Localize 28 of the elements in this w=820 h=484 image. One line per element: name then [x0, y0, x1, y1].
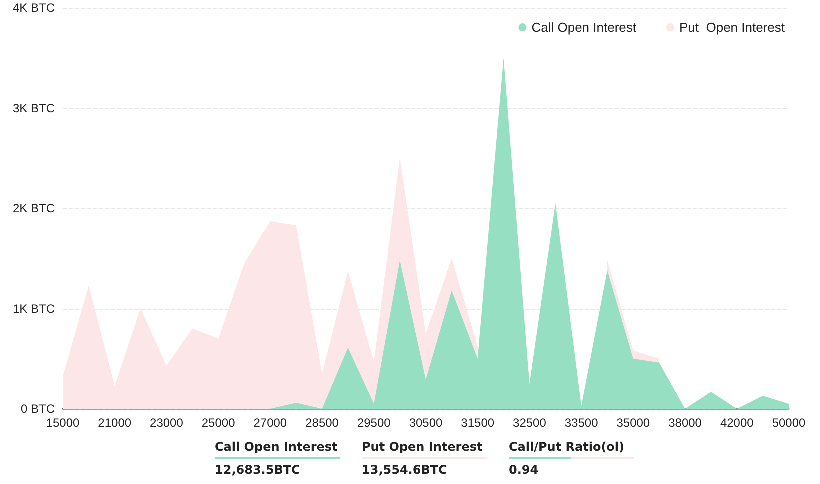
text: Call/Put Ratio(ol) — [509, 440, 634, 459]
x-tick-label: 27000 — [254, 416, 288, 430]
text: 13,554.6BTC — [362, 462, 448, 477]
x-tick-label: 30500 — [409, 416, 444, 430]
x-tick-label: 21000 — [98, 416, 132, 430]
x-tick-label: 38000 — [668, 416, 702, 430]
y-tick-label: 2K BTC — [12, 202, 56, 216]
x-tick-label: 28500 — [306, 416, 340, 430]
x-tick-label: 25000 — [202, 416, 236, 430]
x-tick-label: 23000 — [150, 416, 184, 430]
x-tick-label: 50000 — [772, 416, 806, 430]
x-tick-label: 31500 — [461, 416, 495, 430]
x-tick-label: 33500 — [564, 416, 599, 430]
y-tick-label: 3K BTC — [12, 101, 56, 116]
x-tick-label: 29500 — [357, 416, 392, 430]
legend-label: Call Open Interest — [532, 20, 637, 35]
y-tick-label: 1K BTC — [12, 302, 56, 316]
x-tick-label: 42000 — [720, 416, 754, 430]
y-tick-label: 0 BTC — [20, 402, 56, 416]
text: Call Open Interest — [215, 440, 340, 459]
text: Put Open Interest — [362, 440, 487, 459]
x-tick-label: 32500 — [513, 416, 547, 430]
legend-label: Put Open Interest — [679, 20, 786, 35]
text: 12,683.5BTC — [215, 462, 302, 477]
x-tick-label: 35000 — [616, 416, 650, 430]
x-tick-label: 15000 — [46, 416, 80, 430]
text: 0.94 — [509, 462, 540, 477]
y-tick-label: 4K BTC — [12, 1, 56, 15]
